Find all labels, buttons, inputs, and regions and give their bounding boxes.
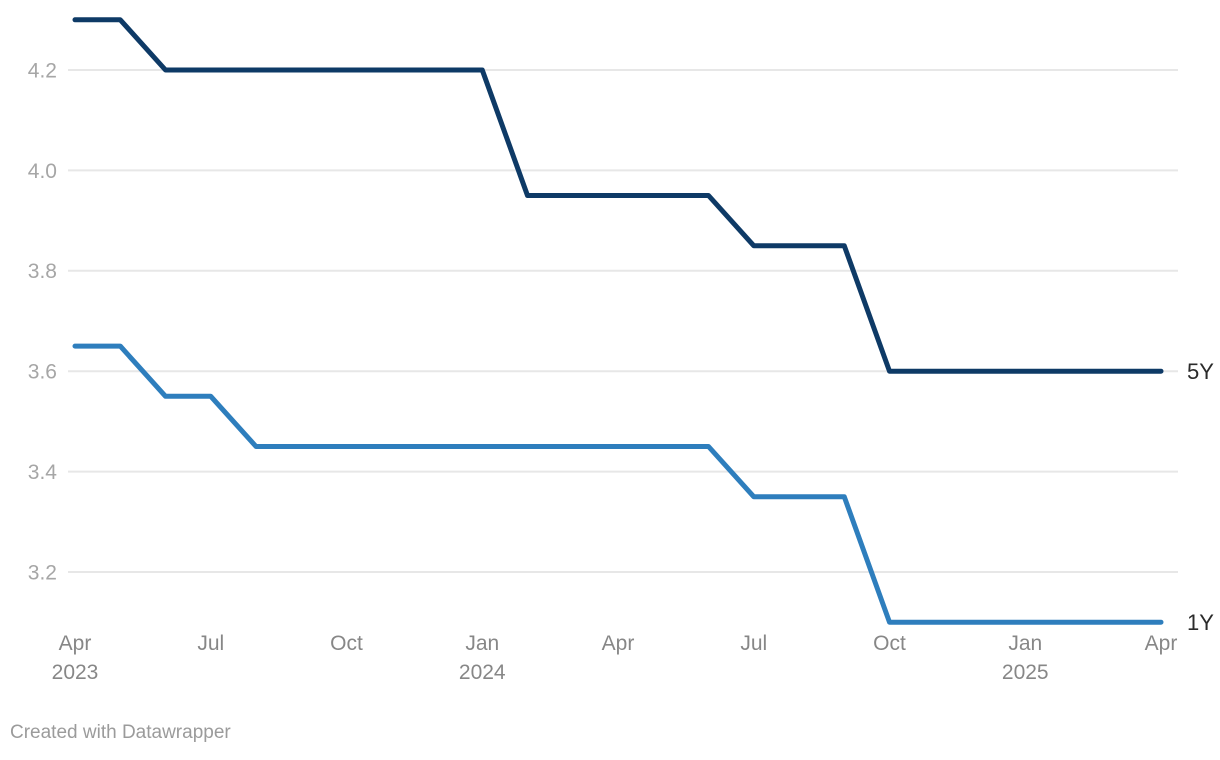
series-end-label-5y: 5Y [1187,359,1214,384]
x-axis-tick-label: Oct [873,632,906,655]
x-axis-tick-label: Jan [465,632,499,655]
x-axis-tick-label: Jul [197,632,224,655]
y-axis-tick-label: 3.8 [28,260,57,283]
y-axis-tick-label: 3.4 [28,461,58,484]
x-axis-tick-label: Apr [1145,632,1178,655]
series-line-5y [72,17,1164,374]
x-axis-tick-label: Jan [1008,632,1042,655]
x-axis-tick-label: Apr [59,632,92,655]
series-line-1y [72,343,1164,625]
y-axis-tick-label: 3.6 [28,361,57,384]
datawrapper-attribution: Created with Datawrapper [10,722,231,743]
series-end-label-1y: 1Y [1187,610,1214,635]
y-axis-tick-label: 3.2 [28,561,57,584]
x-axis-year-label: 2023 [52,661,99,684]
x-axis-tick-label: Oct [330,632,363,655]
x-axis-year-label: 2025 [1002,661,1049,684]
x-axis-year-label: 2024 [459,661,506,684]
y-axis-tick-label: 4.0 [28,160,57,183]
x-axis-tick-label: Jul [740,632,767,655]
x-axis-tick-label: Apr [602,632,635,655]
y-axis-tick-label: 4.2 [28,59,57,82]
